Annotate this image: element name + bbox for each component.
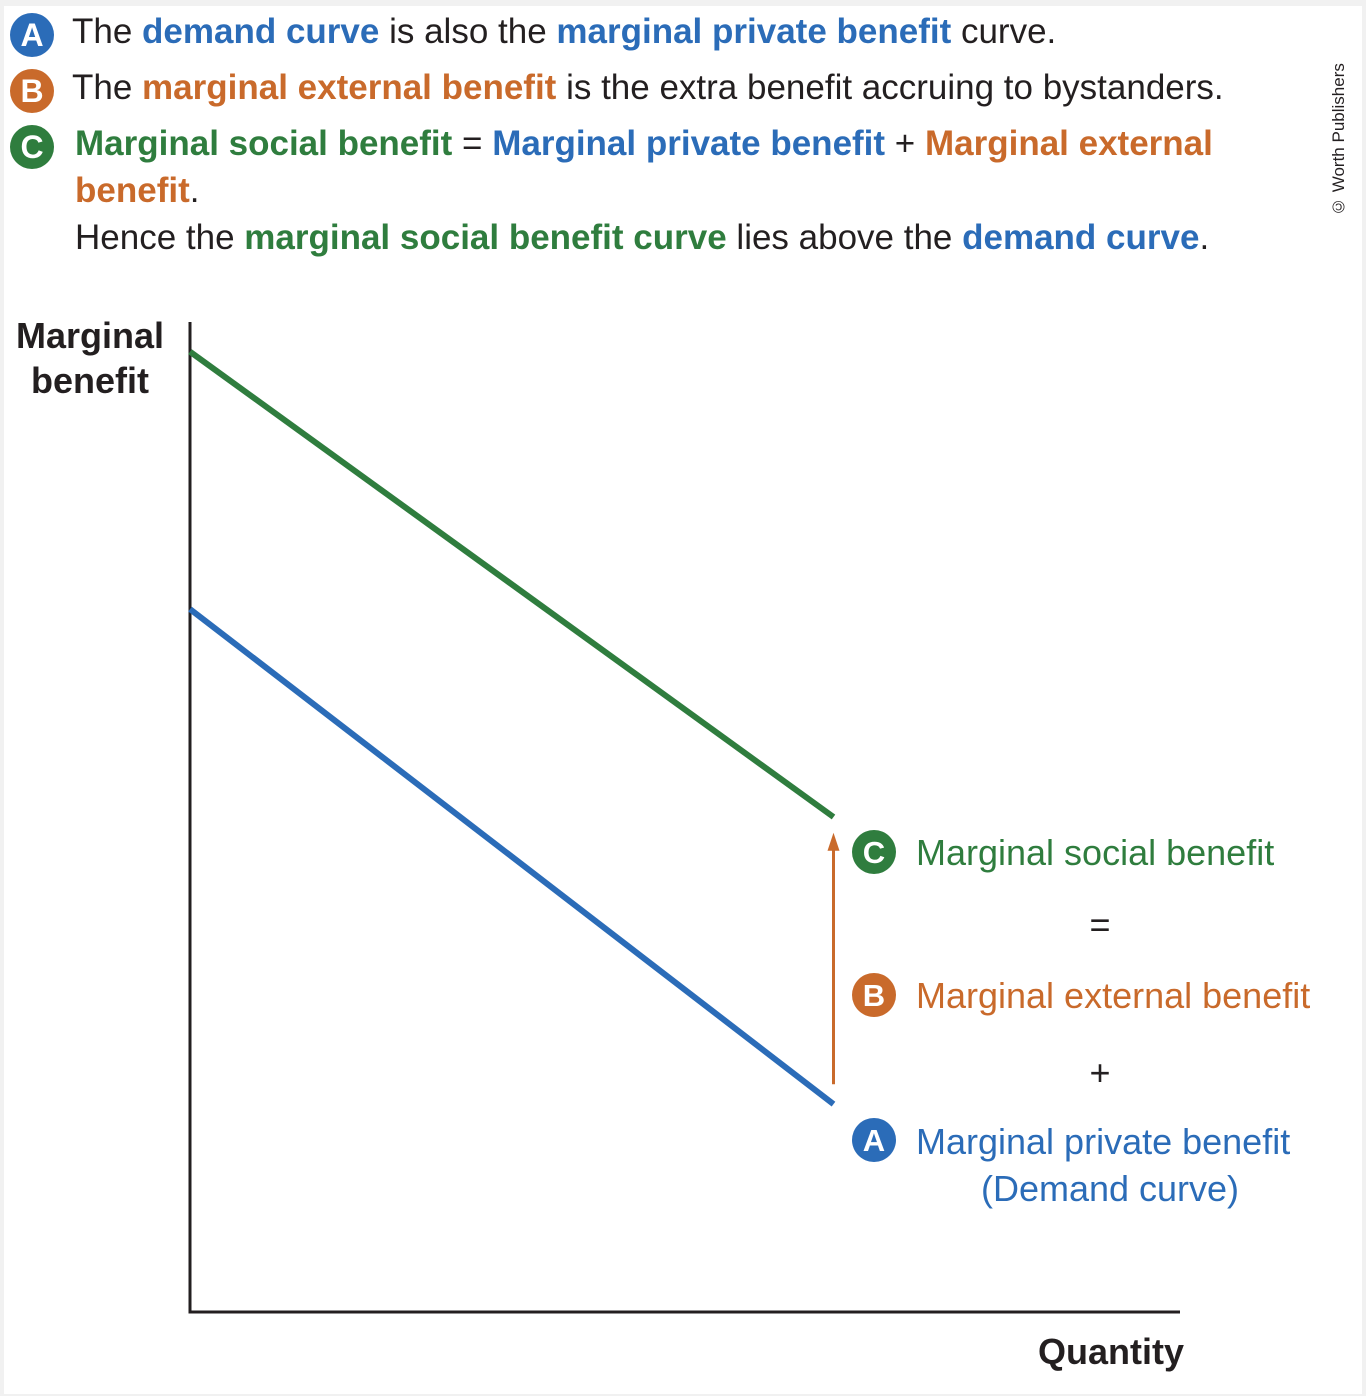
note-segment: .	[1199, 218, 1210, 257]
note-line-b: The marginal external benefit is the ext…	[72, 68, 1224, 108]
note-badge-a: A	[10, 13, 54, 57]
msb-label: Marginal social benefit	[916, 832, 1274, 873]
series-line-mpb	[188, 606, 836, 1107]
note-segment: marginal private benefit	[556, 12, 952, 51]
note-segment: benefit	[75, 171, 190, 210]
note-segment: +	[885, 124, 925, 163]
y-axis-label: benefit	[31, 360, 149, 401]
explanation-notes: A The demand curve is also the marginal …	[0, 0, 1366, 280]
note-line-conclusion: Hence the marginal social benefit curve …	[75, 218, 1209, 258]
note-badge-b: B	[10, 69, 54, 113]
equals-sign: =	[1089, 904, 1110, 945]
meb-badge-circle	[852, 973, 896, 1017]
figure-frame	[4, 6, 1362, 1394]
msb-badge: C	[863, 835, 885, 870]
note-badge-c: C	[10, 125, 54, 169]
note-segment: marginal external benefit	[142, 68, 557, 107]
msb-badge-circle	[852, 830, 896, 874]
note-segment: The	[72, 68, 143, 107]
note-line-a: The demand curve is also the marginal pr…	[72, 12, 1056, 52]
note-segment: curve.	[951, 12, 1057, 51]
note-line-c-continued: benefit.	[75, 171, 199, 211]
note-segment: demand curve	[142, 12, 380, 51]
note-segment: lies above the	[726, 218, 963, 257]
note-segment: Hence the	[75, 218, 245, 257]
mpb-badge-circle	[852, 1118, 896, 1162]
y-axis-label: Marginal	[16, 315, 164, 356]
note-segment: Marginal private benefit	[492, 124, 886, 163]
x-axis-label: Quantity	[1038, 1331, 1184, 1372]
note-segment: marginal social benefit curve	[244, 218, 727, 257]
note-segment: Marginal social benefit	[75, 124, 453, 163]
note-segment: Marginal external	[924, 124, 1213, 163]
mpb-label: Marginal private benefit	[916, 1121, 1290, 1162]
mpb-label-line2: (Demand curve)	[981, 1168, 1239, 1209]
note-segment: demand curve	[962, 218, 1200, 257]
note-segment: is also the	[379, 12, 557, 51]
note-segment: =	[452, 124, 493, 163]
plus-sign: +	[1089, 1052, 1110, 1093]
meb-label: Marginal external benefit	[916, 975, 1310, 1016]
external-benefit-arrow-head	[827, 832, 840, 851]
series-line-msb	[188, 349, 836, 820]
mpb-badge: A	[863, 1123, 885, 1158]
meb-badge: B	[863, 978, 885, 1013]
note-segment: is the extra benefit accruing to bystand…	[556, 68, 1224, 107]
note-segment: .	[189, 171, 200, 210]
note-segment: The	[72, 12, 143, 51]
note-line-c: Marginal social benefit = Marginal priva…	[75, 124, 1213, 164]
